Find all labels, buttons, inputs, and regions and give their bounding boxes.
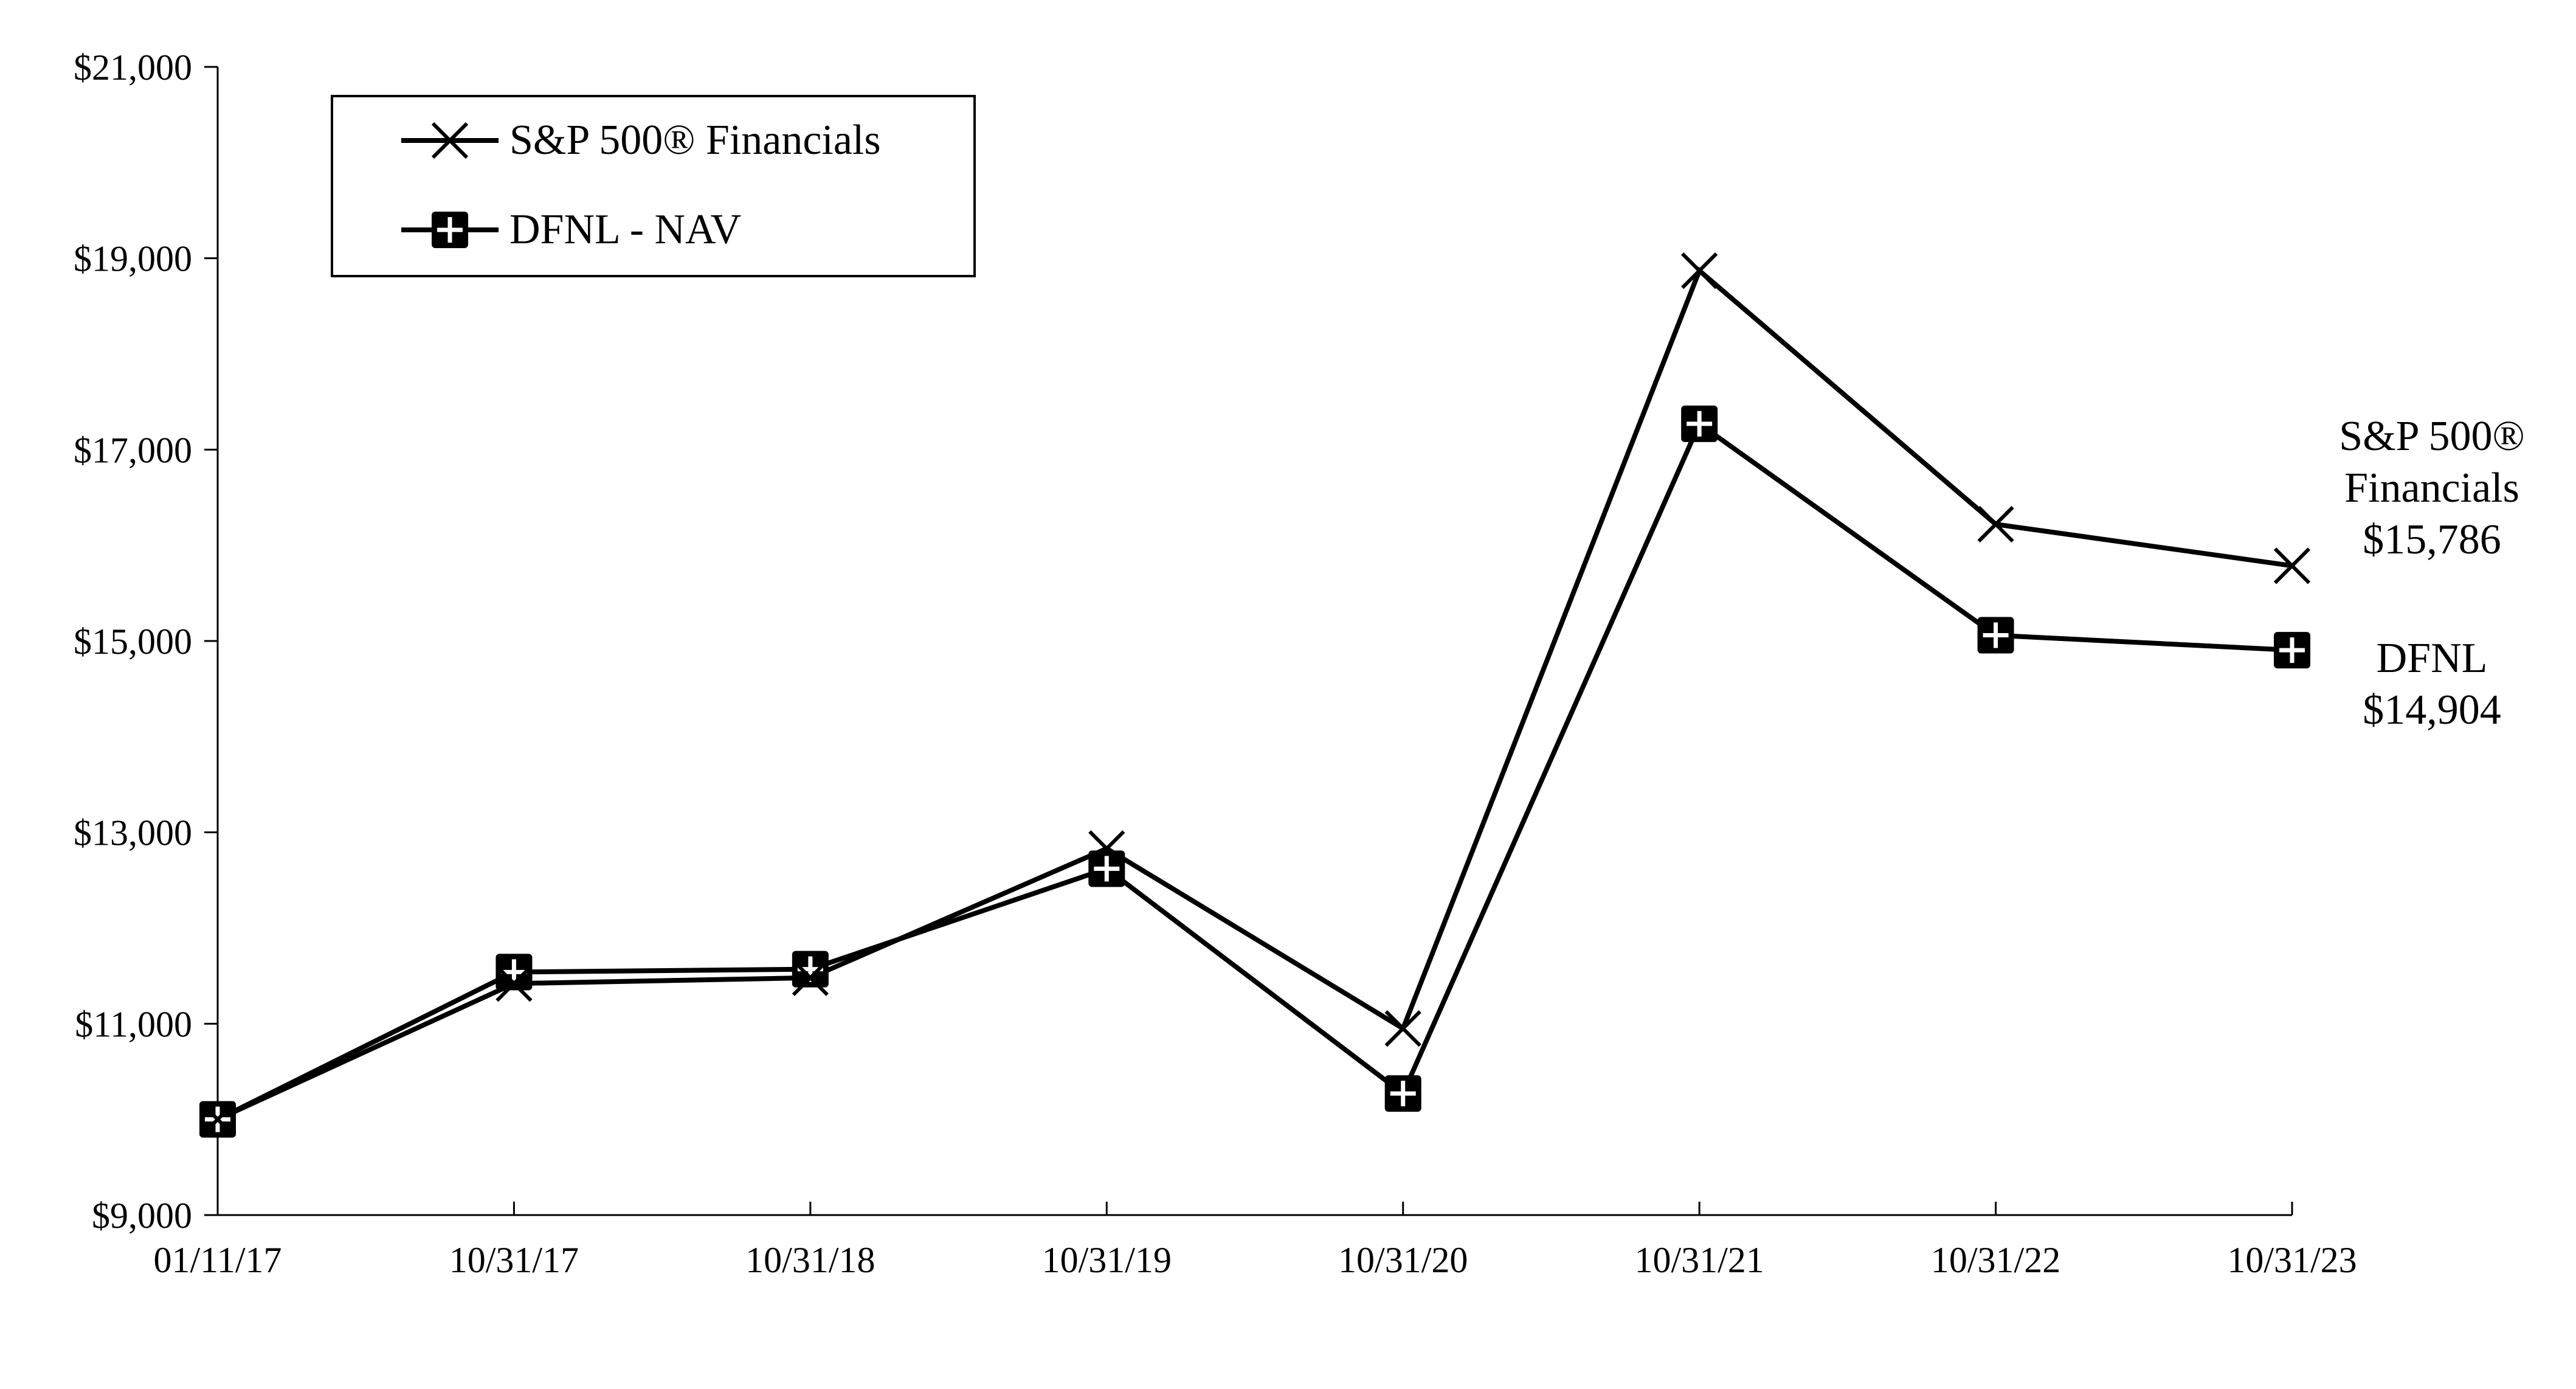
series-line-sp500 — [216, 266, 2293, 1122]
point-dfnl — [792, 951, 829, 988]
series-line-dfnl — [216, 420, 2293, 1122]
end-label-sp500-line1: S&P 500® — [2339, 413, 2524, 460]
legend-marker-dfnl — [432, 212, 468, 248]
point-dfnl — [2274, 632, 2310, 669]
end-label-sp500-line2: Financials — [2344, 465, 2519, 511]
end-label-dfnl-line1: DFNL — [2377, 635, 2488, 682]
point-sp500 — [1977, 505, 2014, 543]
point-sp500-stroke-b — [792, 959, 829, 996]
point-sp500-stroke-b — [1681, 252, 1718, 289]
point-sp500-stroke-b — [199, 1101, 237, 1138]
chart-legend: S&P 500® Financials DFNL - NAV — [331, 95, 976, 277]
legend-square-cross-marker-icon — [432, 212, 468, 248]
end-label-sp500-value: $15,786 — [2363, 516, 2501, 563]
x-tick-label: 10/31/21 — [1634, 1240, 1764, 1280]
y-tick-label: $13,000 — [74, 813, 192, 853]
point-sp500-stroke-b — [2273, 547, 2311, 584]
legend-marker-sp500 — [431, 122, 469, 159]
point-sp500 — [1088, 830, 1125, 867]
legend-label-dfnl: DFNL - NAV — [509, 206, 741, 253]
legend-marker-sp500-stroke-b — [431, 122, 469, 159]
point-sp500-stroke-b — [1088, 830, 1125, 867]
x-tick-label: 10/31/18 — [745, 1240, 875, 1280]
legend-label-sp500: S&P 500® Financials — [509, 117, 881, 164]
point-dfnl — [1681, 405, 1718, 442]
legend-item-dfnl: DFNL - NAV — [401, 206, 741, 253]
x-tick-label: 10/31/22 — [1931, 1240, 2060, 1280]
y-tick-label: $9,000 — [92, 1196, 192, 1236]
legend-item-sp500: S&P 500® Financials — [401, 117, 881, 164]
x-tick-label: 01/11/17 — [153, 1240, 281, 1280]
legend-x-marker-icon — [431, 122, 469, 159]
point-dfnl — [1088, 850, 1125, 887]
end-label-dfnl-value: $14,904 — [2363, 687, 2501, 733]
x-tick-label: 10/31/17 — [449, 1240, 579, 1280]
chart-series — [199, 252, 2311, 1138]
y-tick-label: $17,000 — [74, 430, 192, 470]
point-sp500 — [1681, 252, 1718, 289]
y-tick-label: $15,000 — [74, 622, 192, 662]
point-dfnl — [1384, 1075, 1421, 1112]
point-sp500 — [792, 959, 829, 996]
x-tick-label: 10/31/19 — [1042, 1240, 1172, 1280]
point-sp500 — [1384, 1010, 1421, 1047]
y-tick-label: $21,000 — [74, 47, 192, 88]
point-dfnl — [1977, 617, 2014, 654]
point-sp500-stroke-b — [1384, 1010, 1421, 1047]
point-sp500 — [496, 965, 533, 1002]
chart-axes: $9,000 $11,000 $13,000 $15,000 $17,000 $19,00… — [74, 47, 2357, 1280]
x-tick-label: 10/31/20 — [1338, 1240, 1468, 1280]
point-sp500-stroke-b — [1977, 505, 2014, 543]
point-sp500 — [199, 1101, 237, 1138]
x-tick-label: 10/31/23 — [2227, 1240, 2357, 1280]
y-tick-label: $11,000 — [75, 1004, 192, 1044]
point-sp500-stroke-b — [496, 965, 533, 1002]
point-dfnl — [496, 954, 533, 991]
end-label-dfnl: DFNL $14,904 — [2363, 635, 2501, 733]
point-sp500 — [2273, 547, 2311, 584]
end-label-sp500: S&P 500® Financials $15,786 — [2339, 413, 2524, 563]
y-tick-label: $19,000 — [74, 239, 192, 279]
